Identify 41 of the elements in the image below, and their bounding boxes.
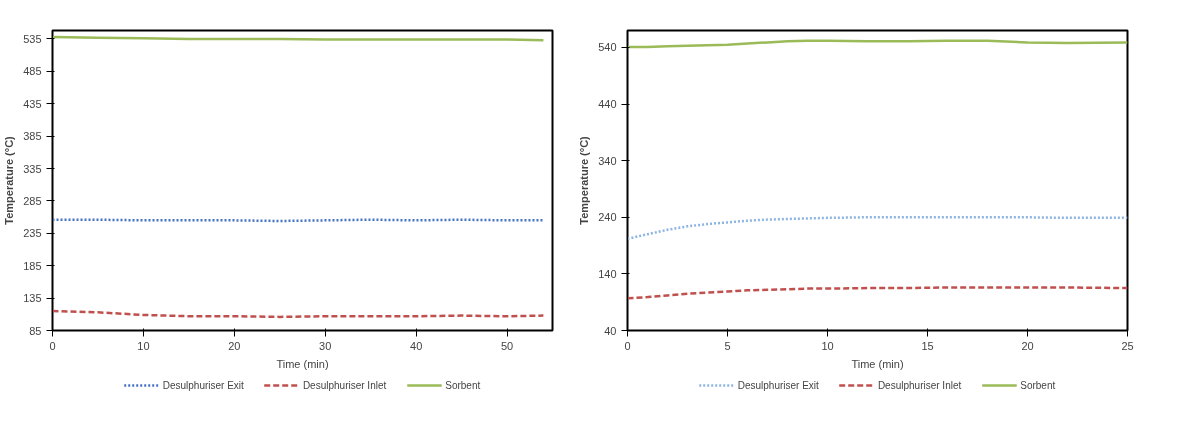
x-axis-title: Time (min) — [851, 357, 904, 370]
y-tick-label: 385 — [23, 130, 42, 143]
y-tick-label: 185 — [23, 259, 42, 272]
y-tick-label: 135 — [23, 292, 42, 305]
x-tick-label: 30 — [319, 339, 332, 352]
line-series — [627, 39, 1128, 49]
y-tick-label: 285 — [23, 194, 42, 207]
y-tick-label: 440 — [598, 98, 617, 111]
y-tick-label: 535 — [23, 32, 42, 45]
x-tick-label: 40 — [410, 339, 423, 352]
y-tick-label: 435 — [23, 97, 42, 110]
y-tick-label: 85 — [29, 324, 42, 337]
line-series — [627, 216, 1128, 241]
x-tick-label: 15 — [921, 339, 934, 352]
y-tick-label: 140 — [598, 267, 617, 280]
x-tick-label: 10 — [137, 339, 150, 352]
y-axis-title: Temperature (°C) — [3, 135, 16, 225]
x-tick-label: 5 — [724, 339, 731, 352]
x-tick-label: 20 — [1021, 339, 1034, 352]
y-tick-label: 340 — [598, 154, 617, 167]
legend-label: Desulphuriser Exit — [737, 379, 819, 391]
y-tick-label: 335 — [23, 162, 42, 175]
y-tick-label: 485 — [23, 65, 42, 78]
legend-label: Desulphuriser Exit — [162, 379, 244, 391]
x-tick-label: 20 — [228, 339, 241, 352]
x-tick-label: 25 — [1121, 339, 1134, 352]
line-series — [627, 286, 1128, 300]
y-tick-label: 240 — [598, 211, 617, 224]
legend-label: Desulphuriser Inlet — [877, 379, 962, 391]
x-axis-title: Time (min) — [276, 357, 329, 370]
y-tick-label: 235 — [23, 227, 42, 240]
y-tick-label: 540 — [598, 41, 617, 54]
x-tick-label: 10 — [821, 339, 834, 352]
legend-label: Desulphuriser Inlet — [302, 379, 387, 391]
y-axis-title: Temperature (°C) — [578, 135, 591, 225]
y-tick-label: 40 — [604, 324, 617, 337]
x-tick-label: 0 — [624, 339, 631, 352]
legend-label: Sorbent — [1020, 379, 1056, 391]
legend-label: Sorbent — [445, 379, 481, 391]
x-tick-label: 0 — [49, 339, 56, 352]
x-tick-label: 50 — [500, 339, 514, 352]
